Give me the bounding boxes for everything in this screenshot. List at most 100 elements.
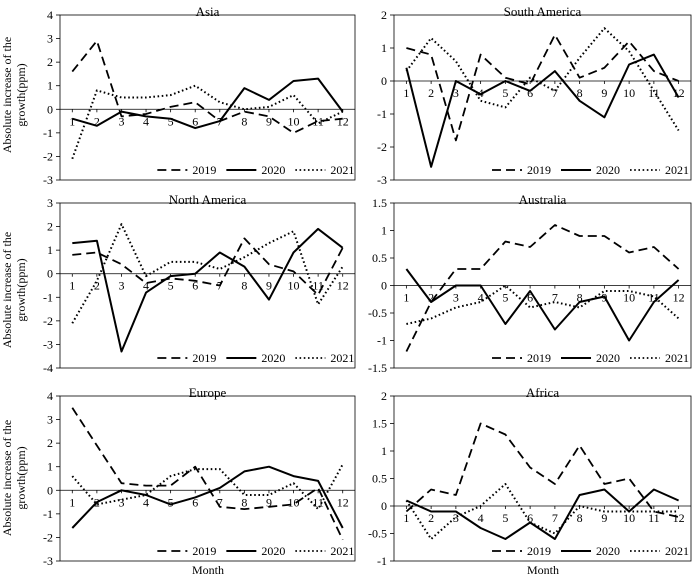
y-axis-label-top: Absolute increase of the [0, 37, 14, 153]
legend-label-2021: 2021 [330, 351, 354, 365]
x-tick-label: 1 [403, 511, 409, 525]
x-tick-label: 8 [241, 279, 247, 293]
x-tick-label: 2 [94, 114, 100, 128]
y-tick-label: 0.5 [372, 472, 387, 486]
x-tick-label: 6 [527, 511, 533, 525]
x-tick-label: 5 [168, 114, 174, 128]
x-tick-label: 12 [337, 114, 349, 128]
series-line-2021 [71, 463, 344, 511]
x-tick-label: 2 [428, 291, 434, 305]
chart-title: Asia [196, 4, 220, 19]
chart-title: Australia [519, 192, 567, 207]
x-tick-label: 7 [217, 495, 223, 509]
y-tick-label: 2 [381, 8, 387, 22]
x-tick-label: 6 [527, 291, 533, 305]
x-tick-label: 8 [577, 86, 583, 100]
x-tick-label: 3 [453, 511, 459, 525]
x-tick-label: 3 [453, 291, 459, 305]
x-tick-label: 4 [143, 495, 149, 509]
y-tick-label: 3 [47, 32, 53, 46]
y-axis-label-bottom: Absolute increase of the [0, 420, 14, 536]
x-tick-label: 9 [266, 279, 272, 293]
y-tick-label: -3 [43, 337, 53, 351]
y-tick-label: 0 [47, 267, 53, 281]
series-line-2019 [406, 33, 679, 142]
x-tick-label: 4 [478, 511, 484, 525]
legend-label-2020: 2020 [596, 163, 620, 177]
y-tick-label: 1.5 [372, 196, 387, 210]
x-tick-label: 2 [428, 511, 434, 525]
x-tick-label: 10 [288, 495, 300, 509]
chart-title: South America [504, 4, 582, 19]
legend-label-2020: 2020 [596, 544, 620, 558]
series-line-2020 [405, 268, 680, 342]
series-line-2020 [405, 53, 680, 168]
legend-label-2019: 2019 [192, 351, 216, 365]
legend-label-2019: 2019 [527, 351, 551, 365]
legend-label-2021: 2021 [665, 544, 689, 558]
x-tick-label: 12 [673, 291, 685, 305]
x-tick-label: 6 [192, 495, 198, 509]
y-tick-label: 0 [47, 483, 53, 497]
chart-panel-6: -1-0.500.511.521 2 3 4 5 6 7 8 9 10 11 12Africa2019… [368, 385, 692, 568]
legend-label-2021: 2021 [665, 351, 689, 365]
x-tick-label: 12 [673, 86, 685, 100]
x-tick-label: 8 [577, 291, 583, 305]
y-tick-label: 1 [47, 243, 53, 257]
x-tick-label: 1 [403, 291, 409, 305]
y-tick-label: -1 [377, 107, 387, 121]
x-tick-label: 11 [648, 291, 660, 305]
x-tick-label: 4 [478, 86, 484, 100]
y-tick-label: 4 [47, 389, 53, 403]
x-tick-label: 7 [552, 291, 558, 305]
y-tick-label: 0.5 [372, 251, 387, 265]
series-line-2021 [405, 483, 679, 540]
x-tick-label: 10 [623, 511, 635, 525]
legend-label-2020: 2020 [596, 351, 620, 365]
y-tick-label: 1 [47, 79, 53, 93]
x-tick-label: 9 [266, 114, 272, 128]
plot-frame [59, 395, 356, 562]
y-tick-label: -3 [43, 554, 53, 568]
legend-label-2019: 2019 [527, 544, 551, 558]
x-tick-label: 6 [527, 86, 533, 100]
plot-frame [393, 14, 692, 181]
legend-label-2019: 2019 [192, 163, 216, 177]
x-tick-label: 5 [502, 511, 508, 525]
x-tick-label: 10 [623, 291, 635, 305]
x-tick-label: 4 [478, 291, 484, 305]
y-tick-label: 2 [47, 436, 53, 450]
series-line-2019 [405, 224, 680, 352]
y-tick-label: 4 [47, 8, 53, 22]
x-tick-label: 10 [288, 114, 300, 128]
x-tick-label: 5 [502, 291, 508, 305]
chart-legend: 2019 2020 2021 [492, 351, 689, 365]
x-tick-label: 6 [192, 114, 198, 128]
legend-label-2021: 2021 [330, 544, 354, 558]
series-line-2019 [72, 237, 344, 296]
series-line-2019 [405, 422, 679, 518]
series-line-2021 [71, 84, 344, 160]
legend-label-2020: 2020 [261, 544, 285, 558]
plot-frame [393, 395, 692, 562]
series-line-2020 [405, 488, 680, 540]
y-tick-label: 0 [381, 74, 387, 88]
y-tick-label: 1.5 [372, 417, 387, 431]
x-tick-label: 1 [69, 495, 75, 509]
x-tick-label: 3 [118, 279, 124, 293]
series-line-2020 [71, 465, 344, 529]
y-tick-label: -4 [43, 361, 53, 375]
y-tick-label: -1 [43, 290, 53, 304]
y-tick-label: -1 [43, 126, 53, 140]
x-tick-label: 1 [69, 114, 75, 128]
y-tick-label: -0.5 [368, 306, 387, 320]
chart-title: Europe [189, 385, 227, 400]
y-tick-label: -1 [377, 554, 387, 568]
x-tick-label: 11 [312, 114, 324, 128]
x-tick-label: 7 [552, 86, 558, 100]
x-tick-label: 3 [118, 495, 124, 509]
